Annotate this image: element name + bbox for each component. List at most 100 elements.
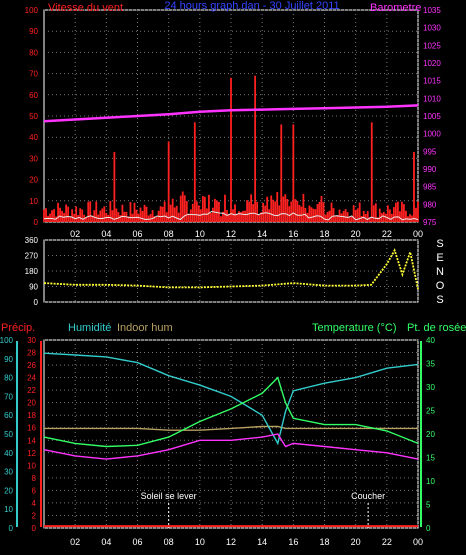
wind-bar <box>169 204 172 222</box>
baro-tick-label: 980 <box>423 200 437 209</box>
wind-bar <box>187 213 190 222</box>
barometer-axis-label: Barometre <box>370 2 421 14</box>
wind-bar <box>75 206 78 222</box>
wind-bar <box>288 206 291 222</box>
wind-bar <box>65 204 68 222</box>
wind-bar <box>248 201 250 222</box>
wind-bar <box>175 205 178 222</box>
baro-tick-label: 1015 <box>423 77 441 86</box>
wind-tick-label: 50 <box>29 112 38 121</box>
wind-bar <box>378 208 381 222</box>
wind-bar <box>45 208 47 222</box>
barometer-ticks: 975 980 985 990 995 1000 1005 1010 1015 1020 1025 1… <box>423 6 441 227</box>
wind-bar <box>413 152 415 222</box>
wind-bar <box>280 124 283 222</box>
wind-bar <box>380 213 383 222</box>
wind-tick-label: 30 <box>29 154 38 163</box>
wind-bar <box>322 202 325 222</box>
x-tick-label: 00 <box>413 229 423 239</box>
dewpoint-line <box>43 433 419 460</box>
wind-bar <box>103 206 106 222</box>
wind-bar <box>201 196 204 222</box>
wind-bar <box>189 209 192 222</box>
wind-bar <box>133 202 136 222</box>
temp-left-tick-label: 14 <box>27 436 36 445</box>
wind-tick-label: 0 <box>34 218 39 227</box>
wind-bar <box>85 216 88 222</box>
chart-title: 24 hours graph.dan - 30 Juillet 2011 <box>164 0 339 12</box>
wind-bar <box>360 215 363 222</box>
temp-left-tick-label: 22 <box>27 386 36 395</box>
wind-bar <box>290 201 293 222</box>
wind-bar <box>296 200 299 222</box>
wind-bar <box>57 202 59 222</box>
wind-bar <box>254 75 257 222</box>
wind-bar <box>79 208 82 222</box>
wind-bar <box>212 207 214 222</box>
wind-speed-ticks: 0 10 20 30 40 50 60 70 80 90 100 <box>25 6 39 227</box>
wind-bar <box>324 214 327 222</box>
temp-left-tick-label: 0 <box>32 524 37 533</box>
wind-bar <box>401 201 403 222</box>
baro-tick-label: 1035 <box>423 6 441 15</box>
humidity-tick-label: 70 <box>4 392 13 401</box>
wind-bar <box>392 207 395 222</box>
direction-tick-label: 360 <box>25 236 39 245</box>
wind-bar <box>356 208 359 222</box>
wind-bar <box>318 201 321 222</box>
x-tick-label: 04 <box>101 229 111 239</box>
temp-right-tick-label: 35 <box>426 360 435 369</box>
x-tick-label: 22 <box>382 229 392 239</box>
humidity-axis-label: Humidité <box>68 322 111 334</box>
wind-bar <box>376 217 379 222</box>
wind-bar <box>262 202 265 222</box>
wind-bar <box>386 205 389 222</box>
wind-bar <box>284 194 287 222</box>
x-tick-label: 20 <box>351 537 361 547</box>
wind-bar <box>119 215 122 222</box>
x-tick-label: 08 <box>164 537 174 547</box>
humidity-scale-bar <box>16 341 18 527</box>
wind-bar <box>256 201 259 222</box>
wind-bar <box>358 202 361 222</box>
compass-letter: S <box>436 238 443 250</box>
wind-bar <box>362 210 365 222</box>
wind-bar <box>384 213 387 222</box>
wind-bar <box>71 209 74 222</box>
temp-left-tick-label: 18 <box>27 411 36 420</box>
temp-right-tick-label: 0 <box>426 524 431 533</box>
wind-bar <box>320 196 323 222</box>
wind-bar <box>147 215 150 222</box>
temp-right-tick-label: 20 <box>426 430 435 439</box>
compass-letter: O <box>436 280 445 292</box>
wind-bar <box>396 201 399 222</box>
wind-bar <box>115 208 118 222</box>
temp-left-tick-label: 8 <box>32 474 37 483</box>
temp-left-tick-label: 28 <box>27 349 36 358</box>
x-tick-label: 02 <box>70 537 80 547</box>
wind-bar <box>149 213 152 222</box>
wind-bar <box>354 210 357 222</box>
wind-tick-label: 10 <box>29 197 38 206</box>
wind-bar <box>89 201 92 222</box>
wind-bar <box>234 204 236 222</box>
x-tick-label: 04 <box>101 537 111 547</box>
wind-bar <box>145 206 148 222</box>
wind-bar <box>220 216 222 222</box>
wind-bar <box>370 122 373 222</box>
wind-bar <box>224 194 226 222</box>
wind-bar <box>238 211 240 222</box>
x-tick-label: 06 <box>132 537 142 547</box>
wind-bar <box>143 204 146 222</box>
temp-left-tick-label: 26 <box>27 361 36 370</box>
x-tick-label: 14 <box>257 537 267 547</box>
wind-bar <box>214 198 216 222</box>
wind-bar <box>113 152 116 222</box>
wind-tick-label: 20 <box>29 176 38 185</box>
wind-bar <box>302 193 305 222</box>
wind-bar <box>268 209 271 222</box>
wind-bar <box>244 210 246 222</box>
wind-bar <box>368 217 371 222</box>
